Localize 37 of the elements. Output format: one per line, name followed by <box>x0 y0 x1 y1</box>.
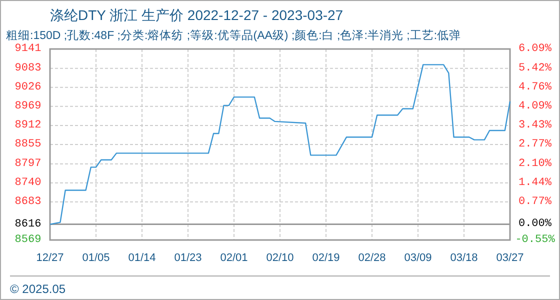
x-tick-label: 03/27 <box>496 252 524 264</box>
line-series <box>49 64 511 225</box>
x-tick-label: 03/18 <box>450 252 478 264</box>
y2-tick-label: 2.10% <box>518 158 552 170</box>
y-tick-label: 8569 <box>14 234 42 246</box>
y-tick-label: 8616 <box>14 218 42 230</box>
y-tick-label: 8855 <box>14 138 42 150</box>
y2-tick-label: 4.09% <box>518 100 552 113</box>
y-tick-label: 8969 <box>14 100 42 112</box>
y-tick-label: 8797 <box>14 158 42 170</box>
x-tick-label: 01/05 <box>82 252 110 264</box>
y2-tick-label: 2.77% <box>518 138 552 150</box>
chart-subtitle: 粗细:150D ;孔数:48F ;分类:熔体纺 ;等级:优等品(AA级) ;颜色:白 ;色泽:半消光 ;工艺:低弹 <box>6 28 462 42</box>
y-tick-label: 9026 <box>14 81 42 94</box>
y2-tick-label: 0.77% <box>518 196 552 208</box>
y2-tick-label: 4.76% <box>518 81 552 94</box>
y2-tick-label: 3.43% <box>518 120 552 132</box>
x-tick-label: 02/28 <box>358 252 386 264</box>
y2-tick-label: 6.09% <box>518 43 552 55</box>
x-tick-label: 01/23 <box>174 252 202 264</box>
y-tick-label: 9141 <box>14 43 42 55</box>
y2-tick-label: 0.00% <box>518 218 552 230</box>
text: © 2025.05 <box>10 282 66 296</box>
x-tick-label: 02/19 <box>312 252 340 264</box>
y2-tick-label: 5.42% <box>518 62 552 74</box>
y-tick-label: 8683 <box>14 196 42 208</box>
chart-title: 涤纶DTY 浙江 生产价 2022-12-27 - 2023-03-27 <box>50 7 344 23</box>
x-tick-label: 02/01 <box>220 252 248 264</box>
x-tick-label: 01/14 <box>128 252 156 264</box>
y2-tick-label: -0.55% <box>515 234 556 246</box>
x-tick-label: 03/09 <box>404 252 432 264</box>
x-tick-label: 02/10 <box>266 252 294 264</box>
y-tick-label: 9083 <box>14 62 42 74</box>
x-tick-label: 12/27 <box>36 252 64 264</box>
y2-tick-label: 1.44% <box>518 176 552 189</box>
y-tick-label: 8912 <box>14 119 42 132</box>
y-tick-label: 8740 <box>14 176 42 189</box>
